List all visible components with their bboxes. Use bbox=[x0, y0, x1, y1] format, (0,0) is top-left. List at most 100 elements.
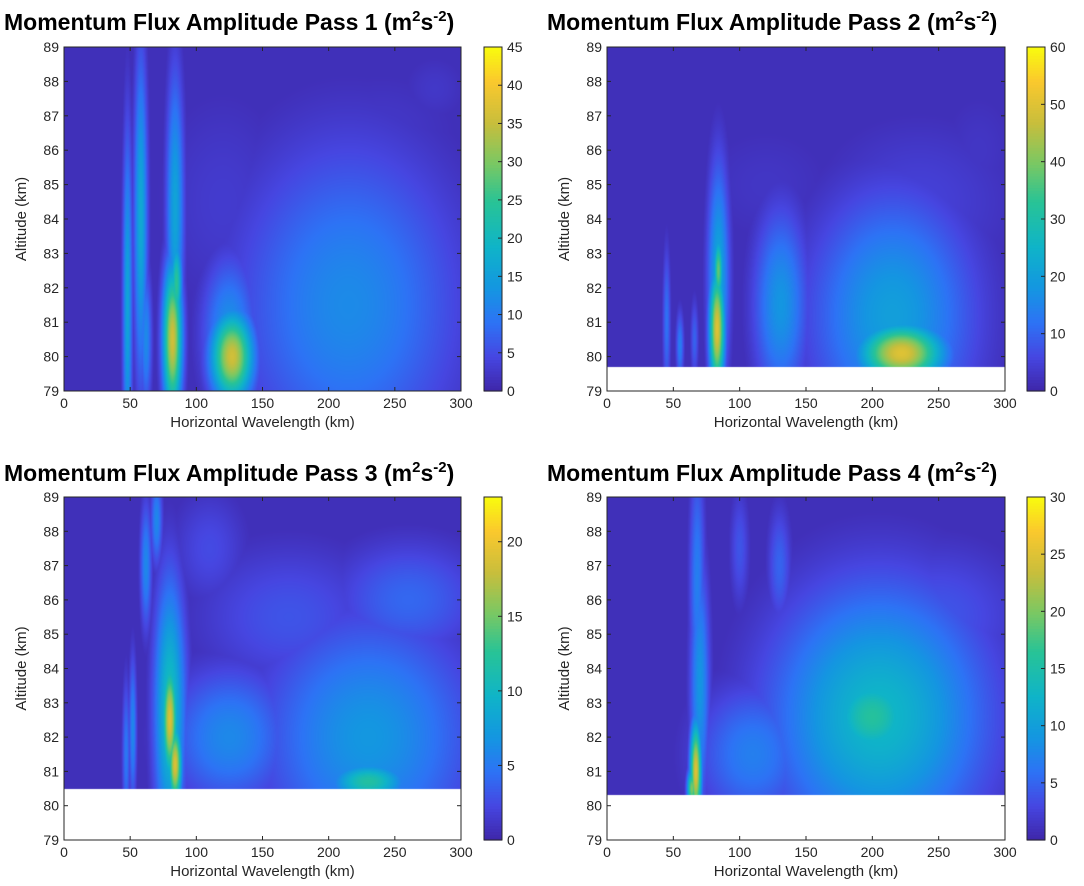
chart-panel-4: Momentum Flux Amplitude Pass 4 (m2s-2) 0 5… bbox=[547, 459, 1066, 880]
colorbar-segment bbox=[1027, 651, 1045, 655]
y-tick-label: 81 bbox=[586, 763, 602, 779]
colorbar-segment bbox=[1027, 805, 1045, 810]
colorbar-segment bbox=[1027, 768, 1045, 772]
colorbar-segment bbox=[1027, 376, 1045, 381]
colorbar-segment bbox=[484, 270, 502, 275]
colorbar-segment bbox=[1027, 654, 1045, 658]
colorbar-segment bbox=[484, 150, 502, 154]
colorbar-segment bbox=[1027, 368, 1045, 372]
colorbar-segment bbox=[1027, 164, 1045, 168]
colorbar-segment bbox=[484, 694, 502, 698]
colorbar-segment bbox=[1027, 717, 1045, 721]
colorbar-segment bbox=[1027, 247, 1045, 252]
y-tick-label: 87 bbox=[586, 558, 602, 574]
colorbar-segment bbox=[484, 679, 502, 684]
y-tick-label: 86 bbox=[43, 142, 59, 158]
colorbar-segment bbox=[1027, 61, 1045, 65]
colorbar-tick-label: 20 bbox=[1050, 603, 1066, 619]
colorbar-segment bbox=[484, 825, 502, 830]
colorbar-segment bbox=[484, 325, 502, 329]
colorbar-segment bbox=[484, 634, 502, 638]
y-tick-label: 84 bbox=[586, 661, 602, 677]
colorbar-segment bbox=[1027, 115, 1045, 120]
colorbar-segment bbox=[484, 697, 502, 701]
colorbar-segment bbox=[484, 785, 502, 790]
colorbar-tick-label: 30 bbox=[1050, 489, 1066, 505]
colorbar-segment bbox=[484, 330, 502, 335]
colorbar-segment bbox=[1027, 634, 1045, 638]
colorbar-segment bbox=[484, 737, 502, 741]
colorbar-segment bbox=[484, 64, 502, 68]
colorbar-tick-label: 25 bbox=[507, 192, 523, 208]
colorbar-segment bbox=[484, 241, 502, 246]
colorbar-segment bbox=[484, 702, 502, 707]
colorbar-segment bbox=[1027, 639, 1045, 644]
colorbar-segment bbox=[1027, 531, 1045, 535]
colorbar-segment bbox=[484, 748, 502, 752]
colorbar-segment bbox=[484, 124, 502, 128]
colorbar-segment bbox=[1027, 774, 1045, 778]
y-tick-label: 79 bbox=[43, 832, 59, 848]
colorbar-segment bbox=[1027, 642, 1045, 647]
colorbar-segment bbox=[1027, 382, 1045, 386]
chart-panel-1: Momentum Flux Amplitude Pass 1 (m2s-2) 0 5… bbox=[4, 8, 523, 431]
colorbar-segment bbox=[484, 379, 502, 383]
y-tick-label: 88 bbox=[43, 523, 59, 539]
colorbar-segment bbox=[484, 774, 502, 778]
colorbar-segment bbox=[484, 190, 502, 194]
colorbar-segment bbox=[484, 734, 502, 738]
colorbar-segment bbox=[1027, 551, 1045, 555]
colorbar-segment bbox=[1027, 614, 1045, 618]
colorbar-segment bbox=[484, 674, 502, 678]
colorbar-segment bbox=[1027, 605, 1045, 610]
colorbar-tick-label: 10 bbox=[1050, 326, 1066, 342]
colorbar-segment bbox=[1027, 385, 1045, 389]
colorbar-segment bbox=[484, 196, 502, 200]
colorbar-segment bbox=[1027, 628, 1045, 632]
chart-panel-2: Momentum Flux Amplitude Pass 2 (m2s-2) 0 5… bbox=[547, 8, 1066, 431]
colorbar-segment bbox=[1027, 284, 1045, 289]
chart-title: Momentum Flux Amplitude Pass 1 (m2s-2) bbox=[4, 8, 454, 35]
colorbar-segment bbox=[484, 67, 502, 71]
colorbar-segment bbox=[484, 138, 502, 143]
colorbar-segment bbox=[484, 72, 502, 77]
colorbar-segment bbox=[1027, 69, 1045, 74]
colorbar-segment bbox=[1027, 559, 1045, 564]
colorbar-segment bbox=[484, 768, 502, 772]
colorbar-segment bbox=[484, 505, 502, 510]
colorbar-segment bbox=[1027, 714, 1045, 718]
colorbar-segment bbox=[484, 284, 502, 289]
colorbar-segment bbox=[484, 782, 502, 787]
colorbar-segment bbox=[484, 92, 502, 97]
colorbar-segment bbox=[1027, 754, 1045, 758]
x-tick-label: 200 bbox=[861, 844, 885, 860]
y-tick-label: 86 bbox=[586, 592, 602, 608]
colorbar-segment bbox=[1027, 831, 1045, 835]
colorbar-segment bbox=[484, 531, 502, 535]
colorbar-segment bbox=[1027, 365, 1045, 369]
colorbar-segment bbox=[1027, 725, 1045, 730]
colorbar-segment bbox=[484, 654, 502, 658]
colorbar-segment bbox=[484, 577, 502, 581]
y-tick-label: 82 bbox=[43, 280, 59, 296]
colorbar-segment bbox=[1027, 722, 1045, 727]
colorbar-segment bbox=[1027, 585, 1045, 590]
colorbar-segment bbox=[484, 290, 502, 295]
colorbar-segment bbox=[1027, 81, 1045, 85]
y-tick-label: 89 bbox=[43, 39, 59, 55]
colorbar-segment bbox=[484, 141, 502, 146]
x-tick-label: 50 bbox=[122, 844, 138, 860]
y-tick-label: 84 bbox=[43, 661, 59, 677]
colorbar-segment bbox=[484, 817, 502, 821]
colorbar-segment bbox=[484, 554, 502, 558]
colorbar-segment bbox=[1027, 264, 1045, 269]
colorbar-segment bbox=[1027, 98, 1045, 103]
colorbar-segment bbox=[484, 359, 502, 363]
colorbar-segment bbox=[1027, 659, 1045, 664]
colorbar-segment bbox=[484, 388, 502, 392]
colorbar-segment bbox=[484, 264, 502, 269]
colorbar-segment bbox=[1027, 688, 1045, 692]
colorbar-segment bbox=[1027, 619, 1045, 624]
colorbar-segment bbox=[1027, 517, 1045, 521]
colorbar-segment bbox=[1027, 702, 1045, 707]
